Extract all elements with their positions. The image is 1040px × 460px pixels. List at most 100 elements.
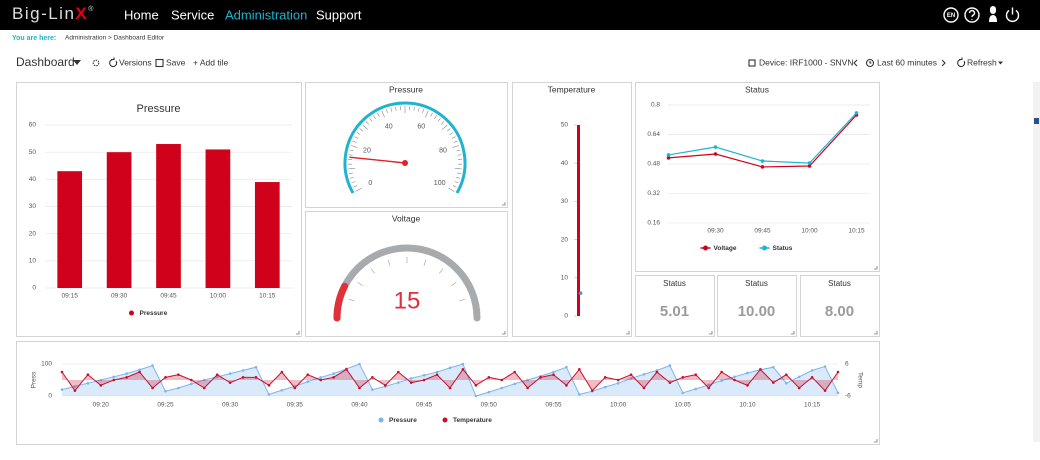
help-icon[interactable]	[964, 7, 980, 23]
gauge-minor-tick	[457, 172, 462, 174]
legend-label: Voltage	[714, 245, 737, 252]
scroll-marker[interactable]	[1034, 118, 1039, 124]
nav-item[interactable]: Support	[316, 7, 362, 22]
gauge-minor-tick	[452, 145, 460, 148]
resize-handle[interactable]	[502, 202, 506, 206]
nav-item[interactable]: Service	[171, 7, 214, 22]
y-tick-label: 0	[32, 285, 36, 292]
stat-value: 5.01	[660, 303, 689, 320]
resize-handle[interactable]	[709, 331, 713, 335]
gauge-minor-tick	[441, 124, 448, 130]
dashboard-menu[interactable]: Dashboard	[16, 55, 75, 69]
resize-handle[interactable]	[874, 439, 878, 443]
save-icon[interactable]	[155, 58, 164, 68]
thermo-bar	[577, 125, 580, 316]
gauge-minor-tick	[356, 132, 361, 135]
y-tick-label: 100	[41, 361, 52, 368]
data-point	[254, 376, 258, 379]
resize-handle[interactable]	[791, 331, 795, 335]
device-selector[interactable]: Device: IRF1000 - SNVN	[759, 57, 853, 67]
refresh-icon[interactable]	[957, 57, 966, 68]
settings-icon[interactable]	[92, 59, 100, 67]
data-point	[666, 153, 671, 157]
legend-symbol	[378, 417, 384, 423]
tile-title: Status	[828, 279, 851, 288]
data-point	[707, 386, 710, 390]
data-point	[642, 386, 646, 390]
x-tick-label: 09:35	[287, 402, 304, 409]
x-tick-label: 09:45	[160, 293, 177, 300]
time-range[interactable]: Last 60 minutes	[877, 57, 937, 67]
add-tile-button[interactable]: + Add tile	[193, 57, 228, 67]
scroll-strip	[1033, 82, 1040, 442]
legend-symbol	[129, 310, 134, 316]
refresh-button[interactable]: Refresh	[967, 57, 997, 67]
bar	[57, 171, 83, 288]
gauge-minor-tick	[455, 176, 460, 179]
versions-icon[interactable]	[109, 57, 118, 68]
gauge-minor-tick	[441, 121, 445, 125]
data-point	[190, 382, 193, 386]
x-tick-label: 09:50	[481, 402, 498, 409]
y-tick-label: 30	[561, 198, 569, 205]
data-point	[215, 373, 219, 376]
versions-button[interactable]: Versions	[119, 57, 152, 67]
gauge-fill	[333, 282, 349, 322]
gauge-value: 15	[394, 287, 421, 314]
logo-mark[interactable]: ®	[88, 5, 95, 13]
resize-handle[interactable]	[626, 331, 630, 335]
power-icon[interactable]	[1005, 7, 1020, 22]
language[interactable]: EN	[947, 13, 955, 19]
logo[interactable]: Big-LinX®	[12, 4, 95, 23]
resize-handle[interactable]	[296, 331, 300, 335]
data-point	[396, 370, 400, 374]
data-point	[280, 370, 284, 374]
gauge-minor-tick	[434, 115, 437, 120]
next-button[interactable]	[941, 59, 946, 67]
language-icon[interactable]	[943, 7, 959, 23]
data-point	[578, 368, 581, 371]
resize-handle[interactable]	[874, 331, 878, 335]
data-point	[422, 373, 426, 377]
data-point	[319, 378, 322, 382]
y-tick-label: 10	[29, 258, 37, 265]
x-tick-label: 09:30	[111, 293, 128, 300]
x-tick-label: 10:05	[675, 402, 692, 409]
data-point	[810, 376, 814, 379]
gauge-minor-tick	[454, 181, 459, 184]
data-point	[797, 386, 801, 390]
data-point	[319, 376, 322, 379]
tile	[512, 82, 632, 337]
resize-handle[interactable]	[874, 266, 878, 270]
caret[interactable]	[73, 60, 81, 65]
user-icon[interactable]	[989, 6, 997, 22]
clock-hands	[869, 61, 872, 64]
resize-handle[interactable]	[502, 331, 506, 335]
y-tick-label: 0	[564, 313, 568, 320]
data-point	[807, 161, 812, 165]
data-point	[177, 373, 180, 376]
legend-label: Temperature	[453, 417, 492, 424]
data-point	[500, 378, 504, 382]
prev-button[interactable]	[853, 59, 858, 67]
nav-item[interactable]: Home	[124, 7, 159, 22]
refresh-caret[interactable]	[998, 61, 1003, 65]
data-point	[784, 381, 788, 385]
legend-label: Pressure	[140, 310, 168, 317]
save-button[interactable]: Save	[166, 57, 186, 67]
data-point	[396, 381, 400, 384]
logo-accent[interactable]: X	[75, 4, 88, 23]
gauge-minor-tick	[365, 121, 369, 125]
y-tick-label: 0.32	[647, 190, 660, 197]
nav-item[interactable]: Administration	[225, 7, 307, 22]
gauge-minor-tick	[354, 136, 359, 139]
tile-title: Status	[663, 279, 686, 288]
y-tick-label: 20	[29, 230, 37, 237]
logo-text[interactable]: Big-Lin	[12, 4, 75, 23]
data-point	[409, 381, 413, 384]
breadcrumb-path[interactable]: Administration > Dashboard Editor	[65, 35, 165, 42]
gauge-minor-tick	[373, 115, 376, 120]
gauge-minor-tick	[430, 112, 433, 117]
y-tick-label: 60	[29, 122, 37, 129]
